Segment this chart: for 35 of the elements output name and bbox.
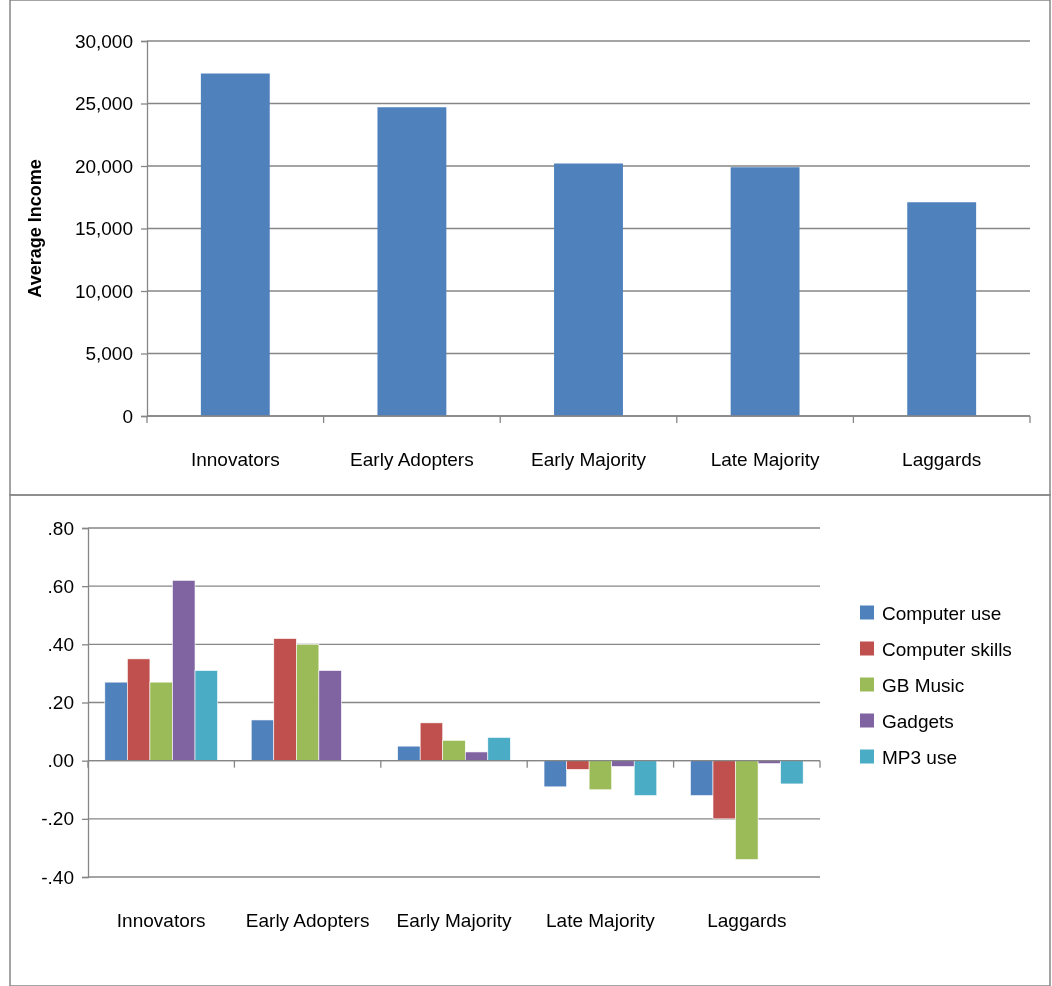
- y-tick-label: 20,000: [74, 155, 133, 177]
- legend-label: Computer skills: [882, 638, 1012, 660]
- bar: [907, 202, 977, 416]
- x-tick-label: Early Adopters: [245, 910, 370, 931]
- legend-label: MP3 use: [882, 746, 957, 768]
- x-tick-label: Innovators: [190, 449, 280, 470]
- y-tick-label: 30,000: [74, 30, 133, 52]
- y-tick-label: -.40: [41, 866, 74, 888]
- x-tick-label: Early Majority: [530, 449, 647, 470]
- legend-label: Computer use: [882, 602, 1002, 624]
- y-tick-label: .20: [47, 692, 74, 714]
- y-tick-label: .60: [47, 575, 74, 597]
- y-tick-label: 5,000: [85, 343, 133, 365]
- y-tick-label: .80: [47, 517, 74, 539]
- legend-label: Gadgets: [882, 710, 954, 732]
- bar: [554, 163, 623, 416]
- y-tick-label: 25,000: [74, 93, 133, 115]
- x-tick-label: Innovators: [116, 910, 206, 931]
- y-tick-label: 0: [122, 405, 133, 427]
- y-tick-label: .40: [47, 633, 74, 655]
- x-tick-label: Laggards: [902, 449, 982, 470]
- y-axis-title: Average Income: [25, 159, 45, 298]
- x-tick-label: Late Majority: [546, 910, 656, 931]
- y-tick-label: 10,000: [74, 280, 133, 302]
- y-tick-label: 15,000: [74, 218, 133, 240]
- x-tick-label: Late Majority: [710, 449, 820, 470]
- bar: [730, 167, 800, 416]
- x-tick-label: Laggards: [707, 910, 787, 931]
- y-tick-label: -.20: [41, 808, 74, 830]
- x-tick-label: Early Majority: [396, 910, 513, 931]
- x-tick-label: Early Adopters: [350, 449, 474, 470]
- legend-label: GB Music: [882, 674, 965, 696]
- bar: [377, 107, 447, 416]
- y-tick-label: .00: [47, 750, 74, 772]
- bar: [200, 73, 270, 416]
